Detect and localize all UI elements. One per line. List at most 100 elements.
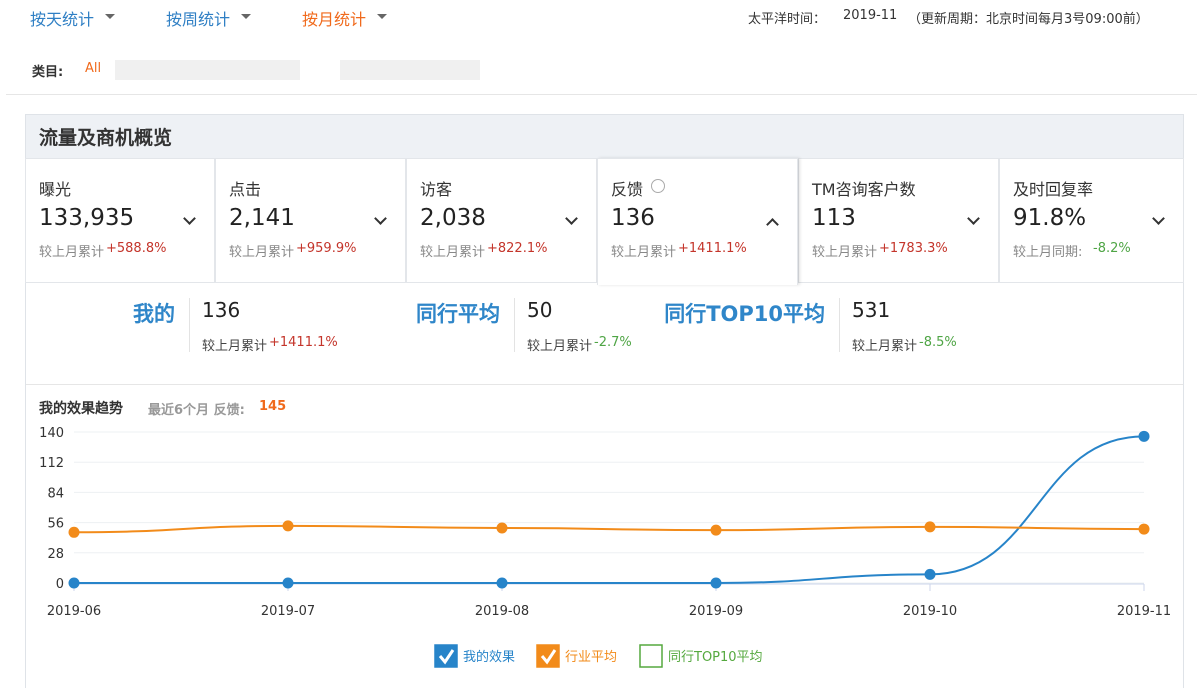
metric-card[interactable] (999, 158, 1184, 283)
detail-compare: 较上月累计 (202, 339, 268, 354)
blurred-category (115, 60, 300, 80)
y-tick-label: 84 (47, 486, 64, 501)
metric-name: 点击 (229, 180, 262, 199)
chart-title: 我的效果趋势 (39, 401, 123, 417)
help-icon (651, 179, 665, 193)
detail-change: -2.7% (594, 335, 632, 350)
x-tick-label: 2019-10 (903, 604, 957, 619)
detail-value: 531 (852, 298, 891, 322)
detail-divider (26, 384, 1183, 385)
x-tick-label: 2019-07 (261, 604, 315, 619)
data-point[interactable] (68, 526, 80, 538)
metric-value: 133,935 (39, 205, 135, 231)
panel (25, 114, 1184, 688)
time-value: 2019-11 (843, 8, 898, 23)
data-point[interactable] (924, 568, 936, 580)
metric-value: 136 (611, 205, 655, 231)
metric-name: 反馈 (611, 180, 644, 199)
data-point[interactable] (496, 577, 508, 589)
metric-value: 2,141 (229, 205, 295, 231)
metric-compare: 较上月累计 (812, 245, 878, 260)
data-point[interactable] (924, 521, 936, 533)
detail-change: +1411.1% (269, 335, 338, 350)
x-tick-label: 2019-08 (475, 604, 529, 619)
metric-value: 113 (812, 205, 856, 231)
metric-card[interactable] (597, 158, 798, 285)
metric-compare: 较上月累计 (611, 245, 677, 260)
metric-change: +588.8% (106, 241, 167, 256)
tab[interactable]: 按周统计 (166, 10, 231, 29)
metric-value: 91.8% (1013, 205, 1087, 231)
y-tick-label: 112 (39, 456, 64, 471)
detail-label: 我的 (133, 302, 175, 326)
series-line (73, 524, 1145, 534)
metric-change: -8.2% (1093, 241, 1131, 256)
chart-subtitle: 最近6个月 反馈: (148, 403, 245, 418)
metric-name: TM咨询客户数 (812, 180, 916, 199)
metric-compare: 较上月累计 (39, 245, 105, 260)
category-label: 类目: (32, 65, 64, 80)
data-point[interactable] (710, 577, 722, 589)
detail-separator (514, 298, 515, 352)
detail-separator (839, 298, 840, 352)
detail-separator (189, 298, 190, 352)
metric-name: 曝光 (39, 180, 72, 199)
detail-label: 同行TOP10平均 (664, 302, 825, 326)
tab-caret (241, 14, 251, 19)
data-point[interactable] (68, 577, 80, 589)
legend-checkmark (438, 649, 455, 665)
legend-label[interactable]: 同行TOP10平均 (668, 650, 763, 665)
detail-label: 同行平均 (416, 302, 500, 326)
data-point[interactable] (1138, 430, 1150, 442)
detail-value: 136 (202, 298, 241, 322)
metric-change: +959.9% (296, 241, 357, 256)
metric-compare: 较上月同期: (1013, 245, 1083, 260)
series-line (74, 435, 1145, 585)
legend-checkmark (540, 649, 557, 665)
detail-change: -8.5% (919, 335, 957, 350)
metric-card[interactable] (25, 158, 215, 283)
tab-caret (377, 14, 387, 19)
detail-compare: 较上月累计 (852, 339, 918, 354)
data-point[interactable] (1138, 523, 1150, 535)
metric-compare: 较上月累计 (229, 245, 295, 260)
category-value[interactable]: All (85, 61, 102, 76)
time-label: 太平洋时间： (748, 12, 827, 27)
y-tick-label: 140 (39, 426, 64, 441)
metric-compare: 较上月累计 (420, 245, 486, 260)
x-tick-label: 2019-11 (1117, 604, 1171, 619)
y-tick-label: 28 (47, 547, 64, 562)
metric-card[interactable] (406, 158, 597, 283)
x-tick-label: 2019-06 (47, 604, 101, 619)
legend-label[interactable]: 行业平均 (565, 650, 617, 665)
metric-change: +1411.1% (678, 241, 747, 256)
panel-header (26, 115, 1183, 158)
data-point[interactable] (282, 577, 294, 589)
data-point[interactable] (710, 524, 722, 536)
data-point[interactable] (496, 522, 508, 534)
y-tick-label: 0 (56, 577, 64, 592)
legend-label[interactable]: 我的效果 (463, 649, 515, 665)
tab[interactable]: 按月统计 (302, 10, 367, 29)
data-point[interactable] (282, 520, 294, 532)
legend-checkbox[interactable] (536, 644, 560, 668)
x-tick-label: 2019-09 (689, 604, 743, 619)
legend-checkbox[interactable] (639, 644, 663, 668)
detail-compare: 较上月累计 (527, 339, 593, 354)
metric-name: 及时回复率 (1013, 180, 1094, 199)
legend-checkbox[interactable] (434, 644, 458, 668)
panel-title: 流量及商机概览 (39, 127, 173, 149)
chart-annotation: 145 (259, 399, 287, 414)
metric-change: +1783.3% (879, 241, 948, 256)
metric-card[interactable] (215, 158, 406, 283)
top-divider (6, 94, 1197, 95)
metric-change: +822.1% (487, 241, 548, 256)
tab[interactable]: 按天统计 (30, 10, 95, 29)
metric-card[interactable] (798, 158, 999, 283)
y-tick-label: 56 (47, 517, 64, 532)
tab-caret (105, 14, 115, 19)
blurred-category (340, 60, 480, 80)
metric-value: 2,038 (420, 205, 486, 231)
